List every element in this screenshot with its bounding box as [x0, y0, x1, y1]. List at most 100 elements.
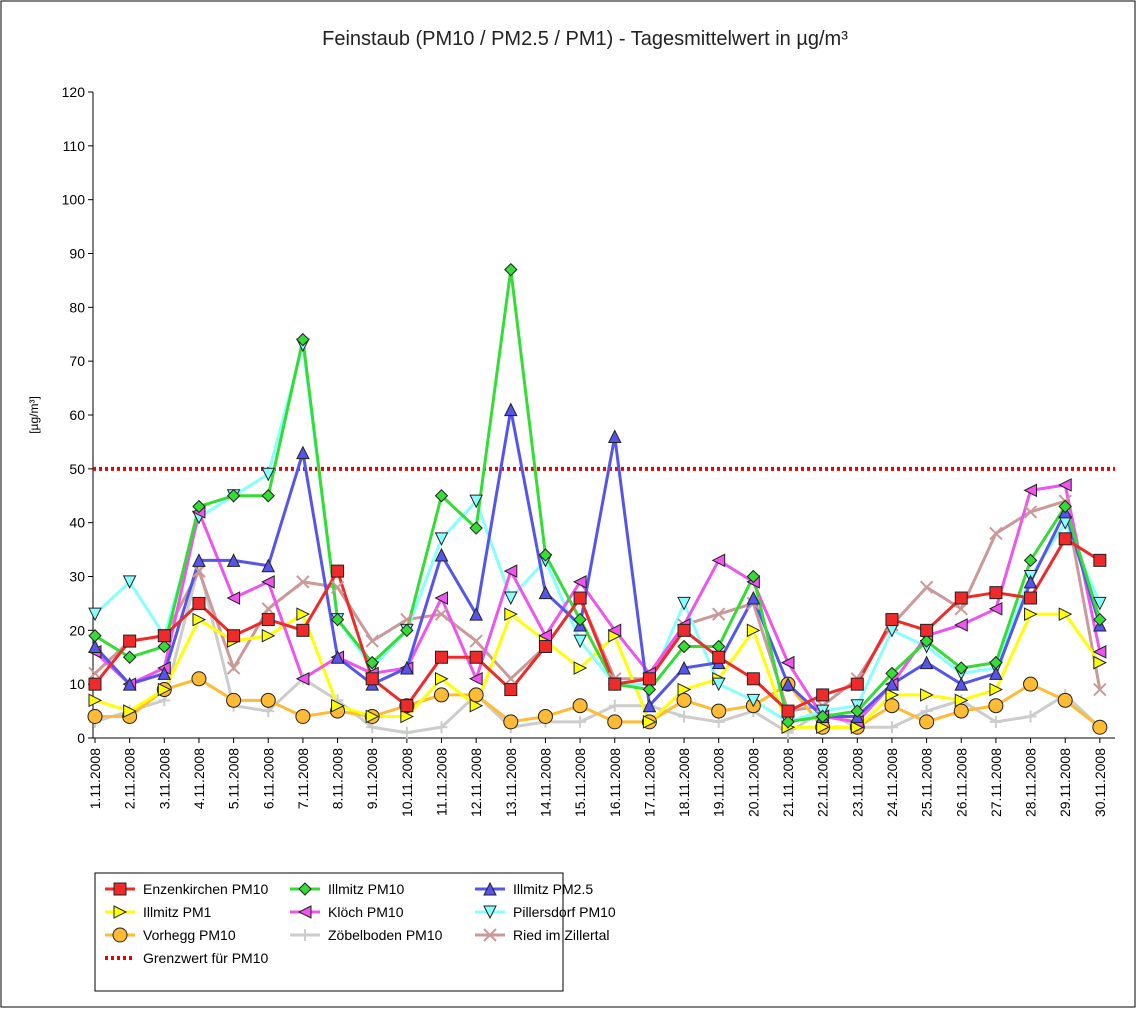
data-point	[573, 591, 587, 605]
data-point	[988, 601, 1003, 616]
data-point	[1093, 655, 1107, 670]
data-point	[296, 607, 311, 621]
data-point	[295, 708, 311, 724]
data-point	[746, 569, 761, 584]
y-tick-label: 30	[69, 569, 85, 585]
data-point	[192, 499, 206, 514]
data-point	[781, 715, 795, 729]
data-point	[538, 628, 552, 643]
series-line	[93, 409, 1102, 718]
data-point	[989, 682, 1004, 697]
data-point	[607, 714, 623, 730]
legend-marker	[297, 905, 312, 919]
data-point	[192, 553, 206, 567]
data-point	[469, 698, 484, 713]
data-point	[816, 688, 830, 702]
x-tick-label: 8.11.2008	[330, 748, 346, 809]
data-point	[226, 489, 241, 503]
data-point	[192, 596, 206, 610]
data-point	[226, 692, 242, 708]
x-tick-label: 11.11.2008	[434, 748, 450, 816]
data-point	[1058, 607, 1073, 621]
x-tick-label: 6.11.2008	[260, 748, 276, 809]
data-point	[296, 332, 310, 347]
y-tick-label: 10	[69, 676, 85, 692]
data-point	[296, 575, 310, 589]
data-point	[538, 639, 552, 653]
data-point	[123, 634, 137, 648]
data-point	[608, 699, 621, 712]
data-point	[226, 591, 241, 605]
x-tick-label: 23.11.2008	[849, 748, 865, 817]
x-tick-label: 12.11.2008	[468, 748, 484, 817]
x-tick-label: 4.11.2008	[191, 748, 207, 809]
data-point	[468, 687, 484, 703]
data-point	[607, 623, 622, 638]
data-point	[504, 672, 518, 686]
data-point	[816, 720, 830, 735]
data-point	[885, 688, 900, 702]
legend-marker	[483, 881, 497, 896]
data-point	[434, 547, 449, 562]
x-tick-label: 5.11.2008	[226, 748, 242, 809]
data-point	[677, 660, 691, 675]
data-point	[1024, 710, 1037, 723]
y-tick-label: 120	[62, 84, 86, 100]
chart-title: Feinstaub (PM10 / PM2.5 / PM1) - Tagesmi…	[322, 28, 848, 50]
data-point	[884, 698, 900, 714]
data-point	[503, 591, 518, 606]
data-point	[989, 715, 1002, 728]
data-point	[157, 629, 171, 643]
legend-label: Ried im Zillertal	[513, 927, 609, 943]
data-point	[677, 682, 692, 697]
y-tick-label: 80	[69, 299, 85, 315]
x-tick-label: 3.11.2008	[156, 748, 172, 809]
data-point	[88, 629, 102, 643]
data-point	[123, 704, 137, 718]
data-point	[537, 708, 553, 724]
data-point	[781, 677, 795, 691]
data-point	[469, 650, 483, 664]
data-point	[953, 703, 969, 719]
data-point	[191, 671, 207, 687]
data-point	[192, 564, 206, 578]
data-point	[919, 634, 934, 648]
y-tick-label: 90	[69, 246, 85, 262]
data-point	[1023, 574, 1038, 589]
data-point	[435, 721, 448, 734]
data-point	[954, 602, 968, 616]
y-tick-label: 110	[63, 138, 86, 154]
data-point	[295, 671, 310, 686]
data-point	[226, 553, 241, 567]
data-point	[504, 607, 518, 621]
data-point	[88, 607, 102, 622]
legend-label: Zöbelboden PM10	[328, 927, 443, 943]
x-tick-label: 28.11.2008	[1023, 748, 1039, 817]
data-point	[1058, 478, 1072, 492]
legend-label: Klöch PM10	[328, 904, 404, 920]
data-point	[435, 650, 448, 664]
data-point	[503, 714, 519, 730]
data-point	[331, 698, 345, 713]
x-tick-label: 16.11.2008	[607, 748, 623, 817]
data-point	[469, 494, 483, 509]
data-point	[781, 704, 795, 718]
legend-marker	[483, 928, 497, 942]
data-point	[919, 714, 935, 730]
data-point	[954, 661, 968, 675]
data-point	[850, 704, 865, 718]
data-point	[1093, 553, 1107, 567]
data-point	[1023, 553, 1038, 568]
data-point	[885, 677, 899, 691]
y-tick-label: 60	[69, 407, 85, 423]
data-point	[920, 688, 934, 702]
data-point	[365, 655, 379, 670]
legend-label: Pillersdorf PM10	[513, 904, 616, 920]
data-point	[850, 677, 864, 691]
x-tick-label: 22.11.2008	[815, 748, 831, 817]
data-point	[746, 672, 760, 686]
data-point	[434, 591, 448, 605]
data-point	[261, 467, 276, 482]
